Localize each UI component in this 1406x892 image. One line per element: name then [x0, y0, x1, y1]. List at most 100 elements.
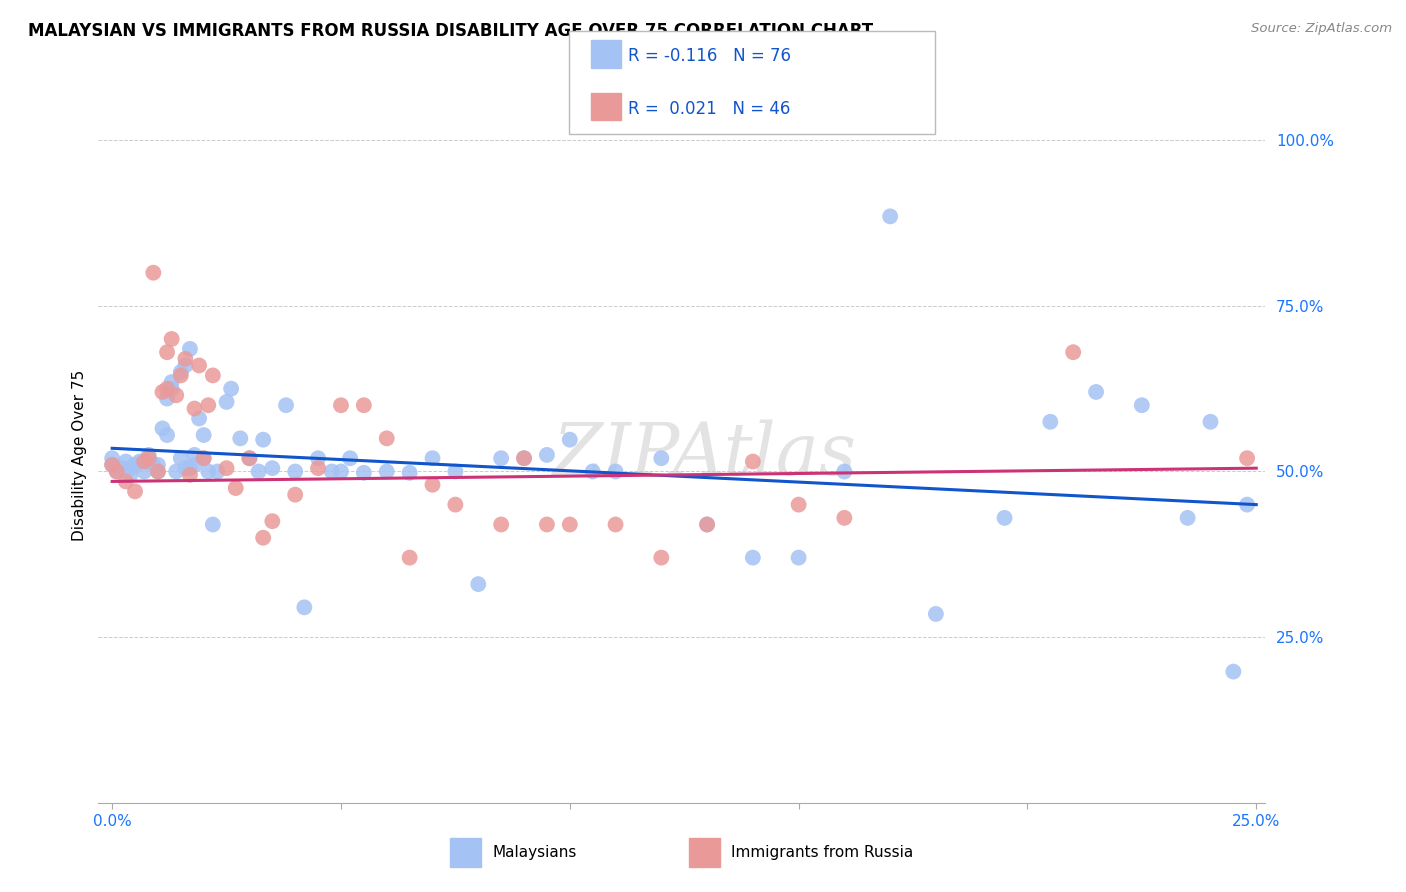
Point — [179, 467, 201, 482]
Point — [1236, 451, 1258, 466]
Point — [160, 375, 183, 389]
Point — [1177, 511, 1199, 525]
Point — [422, 451, 444, 466]
Point — [138, 451, 160, 466]
Point — [274, 398, 297, 412]
Point — [170, 368, 193, 383]
Point — [156, 382, 179, 396]
Point — [207, 465, 229, 479]
Point — [179, 461, 201, 475]
Point — [993, 511, 1015, 525]
Point — [307, 451, 329, 466]
Point — [219, 382, 242, 396]
Point — [101, 451, 124, 466]
Point — [558, 433, 581, 447]
Point — [152, 384, 174, 399]
Point — [146, 465, 169, 479]
Point — [101, 458, 124, 472]
Point — [834, 511, 856, 525]
Point — [160, 332, 183, 346]
Text: R = -0.116   N = 76: R = -0.116 N = 76 — [628, 46, 792, 65]
Point — [105, 465, 128, 479]
Point — [188, 411, 211, 425]
Point — [134, 465, 156, 479]
Point — [124, 458, 146, 472]
Point — [925, 607, 948, 621]
Point — [605, 517, 627, 532]
Point — [225, 481, 247, 495]
Point — [1130, 398, 1153, 412]
Point — [238, 451, 260, 466]
Text: R =  0.021   N = 46: R = 0.021 N = 46 — [628, 100, 790, 118]
Point — [398, 550, 420, 565]
Point — [1039, 415, 1062, 429]
Point — [120, 461, 142, 475]
Point — [252, 433, 274, 447]
Point — [170, 451, 193, 466]
Point — [1199, 415, 1222, 429]
Point — [321, 465, 343, 479]
Point — [741, 550, 763, 565]
Point — [1236, 498, 1258, 512]
Point — [513, 451, 536, 466]
Point — [307, 461, 329, 475]
Point — [124, 484, 146, 499]
Point — [238, 451, 260, 466]
Point — [197, 398, 219, 412]
Point — [124, 458, 146, 472]
Point — [375, 431, 398, 445]
Point — [787, 550, 810, 565]
Point — [353, 466, 375, 480]
Point — [536, 448, 558, 462]
Point — [696, 517, 718, 532]
Point — [156, 392, 179, 406]
Point — [339, 451, 361, 466]
Point — [197, 465, 219, 479]
Point — [262, 461, 284, 475]
Point — [134, 454, 156, 468]
Point — [444, 465, 467, 479]
Y-axis label: Disability Age Over 75: Disability Age Over 75 — [72, 369, 87, 541]
Point — [110, 461, 132, 475]
Point — [650, 550, 672, 565]
Point — [115, 454, 138, 468]
Point — [156, 428, 179, 442]
Point — [696, 517, 718, 532]
Point — [146, 458, 169, 472]
Point — [262, 514, 284, 528]
Point — [650, 451, 672, 466]
Point — [1085, 384, 1108, 399]
Point — [1222, 665, 1244, 679]
Point — [201, 517, 224, 532]
Point — [193, 428, 215, 442]
Point — [183, 448, 205, 462]
Point — [215, 395, 238, 409]
Point — [165, 465, 187, 479]
Point — [605, 465, 627, 479]
Point — [156, 345, 179, 359]
Point — [188, 359, 211, 373]
Point — [193, 451, 215, 466]
Point — [128, 454, 150, 468]
Point — [292, 600, 315, 615]
Point — [142, 266, 165, 280]
Point — [834, 465, 856, 479]
Point — [120, 467, 142, 482]
Point — [284, 465, 307, 479]
Point — [741, 454, 763, 468]
Point — [330, 398, 353, 412]
Point — [247, 465, 270, 479]
Point — [444, 498, 467, 512]
Point — [229, 431, 252, 445]
Text: Source: ZipAtlas.com: Source: ZipAtlas.com — [1251, 22, 1392, 36]
Point — [152, 421, 174, 435]
Point — [489, 517, 512, 532]
Point — [215, 461, 238, 475]
Point — [422, 477, 444, 491]
Point — [582, 465, 605, 479]
Point — [252, 531, 274, 545]
Point — [174, 351, 197, 366]
Point — [398, 466, 420, 480]
Point — [193, 451, 215, 466]
Point — [146, 465, 169, 479]
